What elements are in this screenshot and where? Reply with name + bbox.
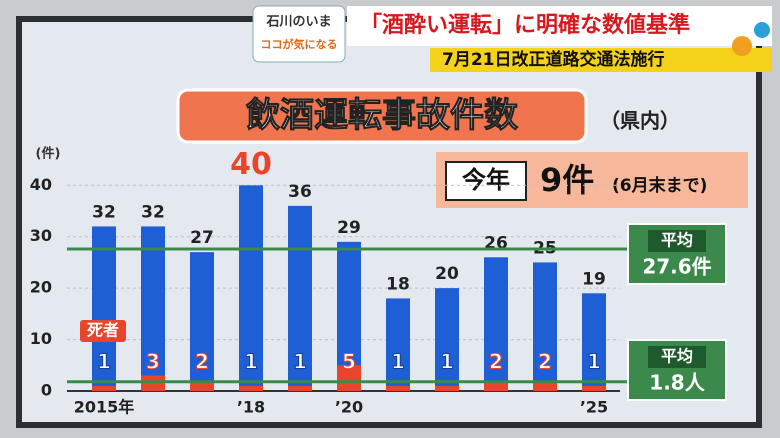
reference-tag [648, 230, 706, 252]
subheadline-box [430, 48, 772, 72]
death-label: 2 [489, 350, 503, 374]
death-label: 1 [440, 350, 454, 374]
x-tick-label: ’20 [335, 398, 363, 417]
value-label: 32 [92, 202, 116, 222]
bar [92, 226, 116, 391]
y-tick-label: 10 [30, 329, 52, 348]
legend-box [80, 320, 126, 342]
y-tick-label: 0 [41, 381, 52, 400]
bar [533, 262, 557, 391]
chart-title: 飲酒運転事故件数 [246, 96, 518, 136]
bar [190, 252, 214, 391]
reference-label: 平均 [661, 347, 693, 366]
program-name: 石川のいま [265, 15, 331, 30]
death-label: 2 [538, 350, 552, 374]
reference-value: 1.8人 [649, 371, 705, 395]
y-tick-label: 40 [30, 175, 52, 194]
death-label: 1 [244, 350, 258, 374]
bar [386, 385, 410, 391]
death-label: 1 [97, 350, 111, 374]
title-box [176, 88, 588, 144]
death-label: 1 [293, 350, 307, 374]
decor [732, 36, 752, 56]
bar [92, 385, 116, 391]
y-axis-label: (件) [36, 146, 61, 162]
bar [337, 365, 361, 391]
callout-label-box [445, 161, 527, 201]
value-label: 19 [582, 269, 606, 289]
decor [754, 22, 770, 38]
y-tick-label: 20 [30, 278, 52, 297]
x-tick-label: ’25 [580, 398, 608, 417]
bar [435, 288, 459, 391]
subheadline: 7月21日改正道路交通法施行 [442, 49, 665, 70]
reference-tag [648, 346, 706, 368]
death-label: 2 [195, 350, 209, 374]
bar [288, 385, 312, 391]
value-label: 40 [230, 147, 272, 182]
bar [582, 385, 606, 391]
value-label: 36 [288, 182, 312, 202]
death-label: 1 [391, 350, 405, 374]
program-logo [252, 5, 346, 63]
bar [239, 385, 263, 391]
chart-subtitle: （県内） [600, 109, 680, 133]
reference-value: 27.6件 [642, 255, 711, 279]
death-label: 3 [146, 350, 160, 374]
bar [141, 226, 165, 391]
x-tick-label: ’18 [237, 398, 265, 417]
headline-box [347, 6, 772, 46]
value-label: 32 [141, 202, 165, 222]
callout-label: 今年 [462, 166, 510, 194]
bar [239, 185, 263, 391]
bar [288, 205, 312, 391]
bar [190, 380, 214, 391]
legend-label: 死者 [87, 321, 119, 340]
value-label: 29 [337, 218, 361, 238]
value-label: 20 [435, 264, 459, 284]
callout-value: 9件 [540, 161, 594, 199]
bar [386, 298, 410, 391]
bar [484, 257, 508, 391]
reference-label: 平均 [661, 231, 693, 250]
bar [582, 293, 606, 391]
callout-note: (6月末まで) [612, 175, 707, 196]
bar [141, 375, 165, 391]
bar [484, 380, 508, 391]
value-label: 18 [386, 274, 410, 294]
death-label: 1 [587, 350, 601, 374]
death-label: 5 [342, 350, 356, 374]
x-tick-label: 2015年 [74, 398, 135, 417]
bar [435, 385, 459, 391]
bar [533, 380, 557, 391]
y-tick-label: 30 [30, 226, 52, 245]
value-label: 27 [190, 228, 214, 248]
program-corner: ココが気になる [261, 37, 338, 51]
headline: 「酒酔い運転」に明確な数値基準 [360, 12, 690, 38]
